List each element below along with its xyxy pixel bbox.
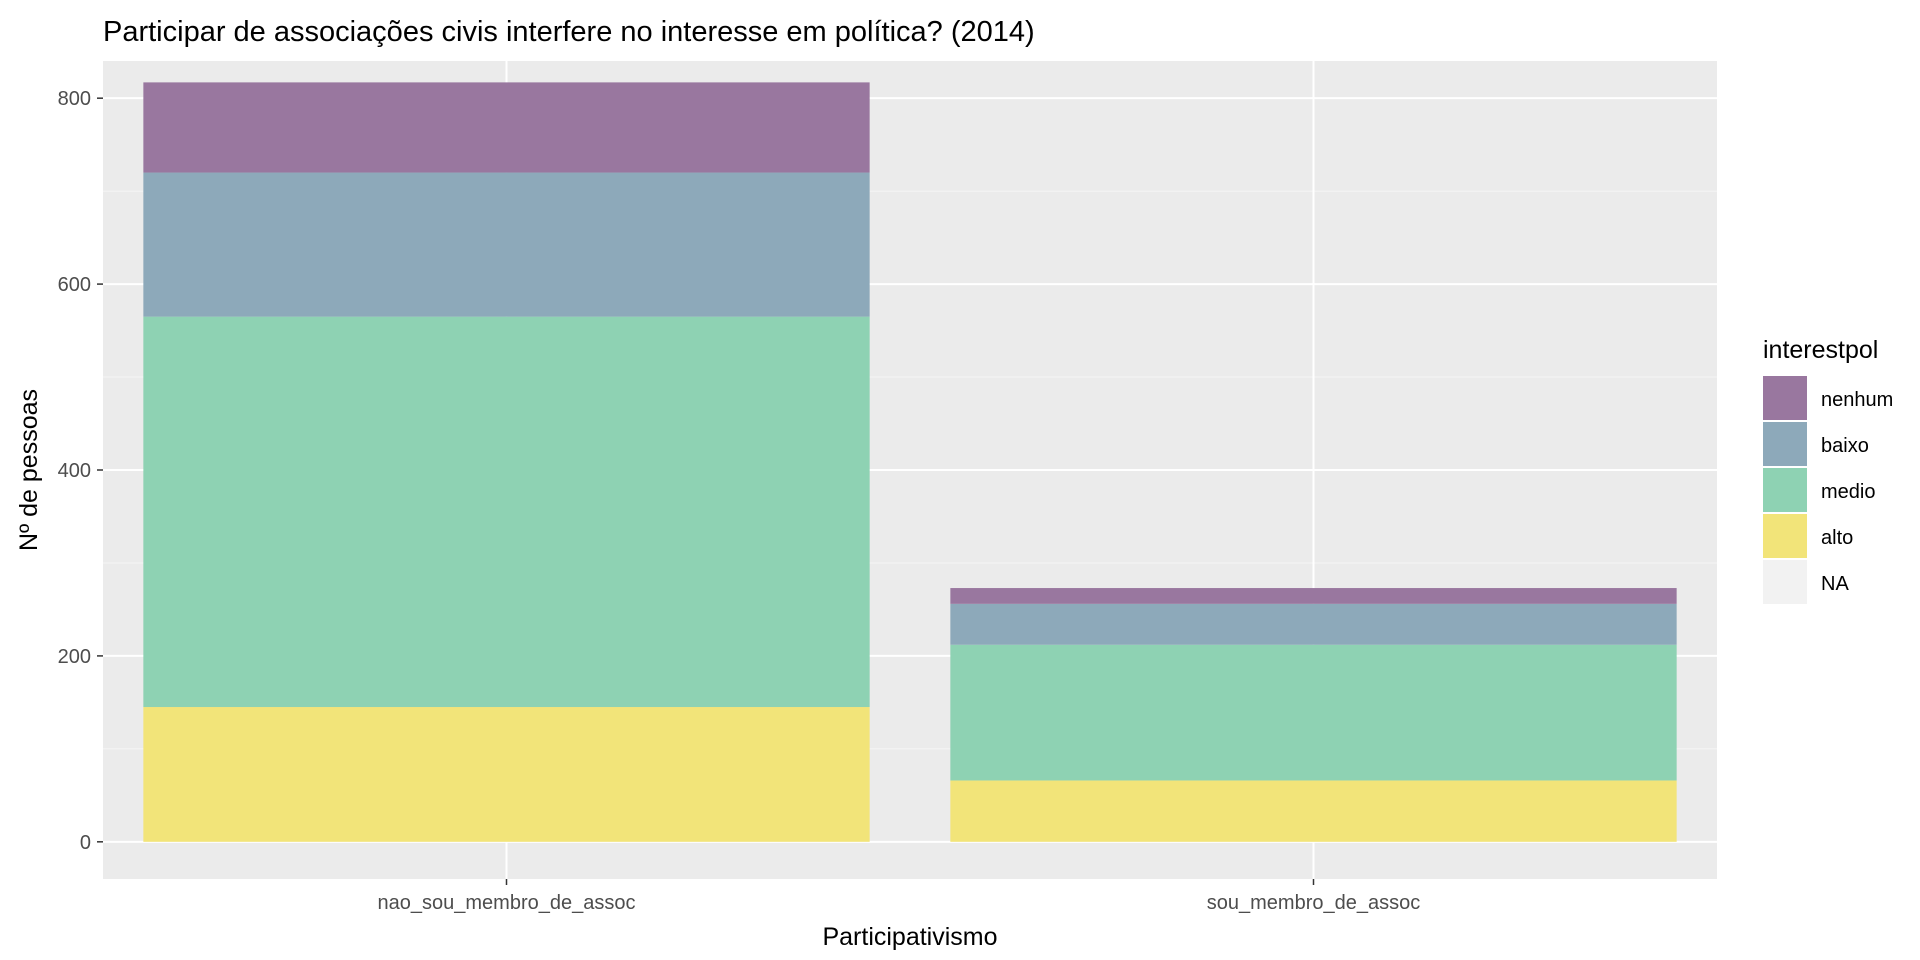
- legend-label: nenhum: [1821, 389, 1893, 411]
- x-tick-label: nao_sou_membro_de_assoc: [378, 892, 636, 914]
- legend-label: baixo: [1821, 435, 1869, 457]
- legend-items: nenhum baixo medio alto NA: [1763, 376, 1893, 604]
- legend-label: alto: [1821, 527, 1853, 549]
- legend-key-baixo: [1763, 422, 1807, 466]
- bar-segment-baixo: [143, 172, 870, 317]
- chart-title: Participar de associações civis interfer…: [103, 16, 1035, 48]
- y-tick-label: 400: [58, 460, 91, 482]
- y-tick-label: 800: [58, 88, 91, 110]
- x-axis-ticks: nao_sou_membro_de_assoc sou_membro_de_ass…: [378, 879, 1420, 914]
- bar-segment-nenhum: [950, 588, 1677, 604]
- bar-segment-alto: [950, 780, 1677, 842]
- legend-key-medio: [1763, 468, 1807, 512]
- legend-label: NA: [1821, 573, 1849, 595]
- bar-segment-alto: [143, 707, 870, 842]
- y-tick-label: 600: [58, 274, 91, 296]
- x-axis-label: Participativismo: [822, 923, 997, 951]
- y-axis-label: Nº de pessoas: [15, 389, 43, 551]
- legend-key-alto: [1763, 514, 1807, 558]
- bar-segment-baixo: [950, 603, 1677, 645]
- legend-key-NA: [1763, 560, 1807, 604]
- legend: interestpol nenhum baixo medio alto NA: [1763, 336, 1893, 604]
- legend-key-nenhum: [1763, 376, 1807, 420]
- stacked-bars: [143, 82, 1677, 842]
- legend-title: interestpol: [1763, 336, 1878, 364]
- bar-segment-medio: [950, 644, 1677, 781]
- y-tick-label: 0: [80, 832, 91, 854]
- x-tick-label: sou_membro_de_assoc: [1207, 892, 1420, 914]
- legend-label: medio: [1821, 481, 1875, 503]
- bar-segment-medio: [143, 316, 870, 708]
- y-axis-ticks: 0 200 400 600 800: [58, 88, 103, 854]
- bar-segment-nenhum: [143, 82, 870, 173]
- y-tick-label: 200: [58, 646, 91, 668]
